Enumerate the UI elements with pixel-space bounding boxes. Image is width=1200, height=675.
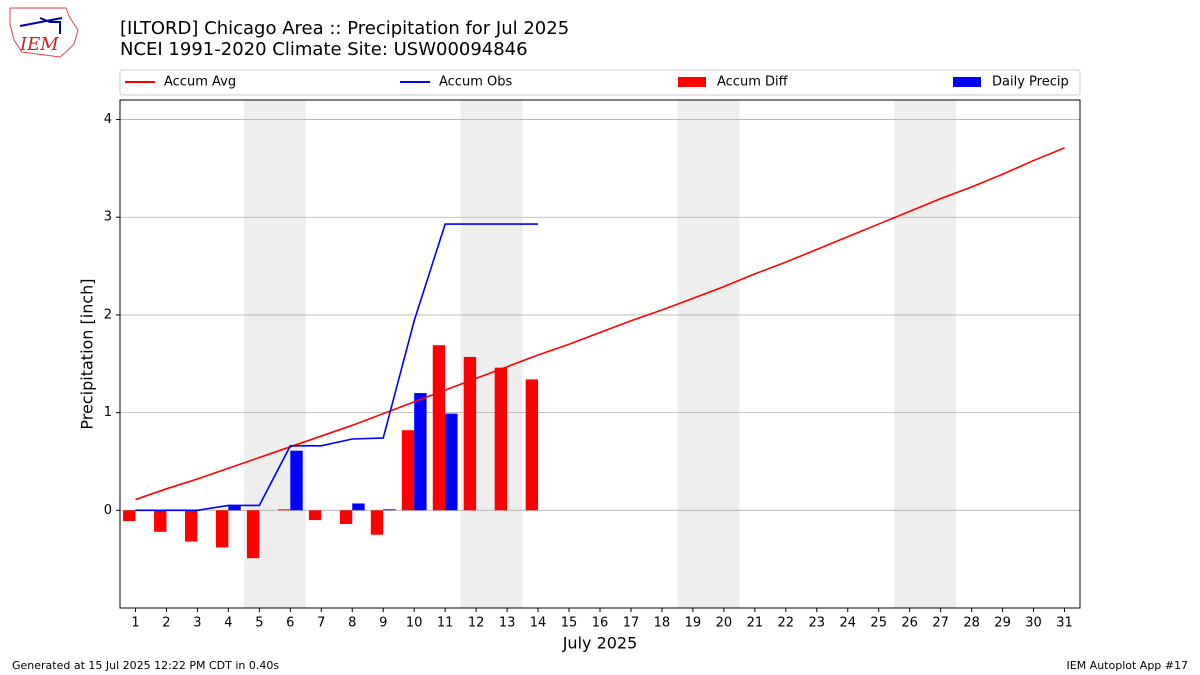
bar (185, 510, 198, 542)
bar (290, 450, 303, 511)
chart-subtitle: NCEI 1991-2020 Climate Site: USW00094846 (120, 39, 528, 60)
bar (154, 510, 167, 532)
x-tick-label: 21 (747, 616, 764, 631)
plot-frame (119, 99, 1081, 609)
legend-label: Accum Diff (717, 75, 789, 90)
bar (277, 509, 291, 511)
x-tick-label: 7 (317, 616, 325, 631)
x-tick-label: 29 (994, 616, 1011, 631)
x-tick-label: 5 (255, 616, 263, 631)
x-tick-label: 3 (193, 616, 201, 631)
x-tick-label: 11 (437, 616, 454, 631)
legend-label: Accum Obs (439, 75, 512, 90)
legend-swatch (953, 77, 981, 87)
x-tick-label: 31 (1056, 616, 1073, 631)
x-tick-label: 14 (530, 616, 547, 631)
x-tick-label: 28 (963, 616, 980, 631)
bar (216, 510, 229, 548)
x-tick-label: 16 (592, 616, 609, 631)
bar (401, 430, 415, 511)
x-tick-label: 23 (809, 616, 826, 631)
y-tick-label: 3 (104, 210, 112, 225)
bar (228, 505, 241, 511)
x-tick-label: 13 (499, 616, 516, 631)
x-tick-label: 18 (654, 616, 671, 631)
bar (383, 509, 396, 511)
chart-title: [ILTORD] Chicago Area :: Precipitation f… (120, 18, 569, 39)
x-tick-label: 10 (406, 616, 423, 631)
x-tick-label: 6 (286, 616, 294, 631)
weekend-shade (460, 100, 523, 608)
legend-swatch (678, 77, 706, 87)
x-tick-label: 17 (623, 616, 640, 631)
bar (432, 345, 446, 511)
bar (308, 510, 322, 521)
x-tick-label: 9 (379, 616, 387, 631)
bar (123, 510, 136, 522)
bar (414, 393, 427, 511)
bar (246, 510, 260, 559)
x-tick-label: 27 (932, 616, 949, 631)
x-axis-label: July 2025 (562, 634, 638, 653)
x-tick-label: 25 (870, 616, 887, 631)
weekend-shade (677, 100, 740, 608)
line (135, 223, 539, 512)
weekend-shade (894, 100, 957, 608)
bar (352, 503, 365, 511)
x-tick-label: 15 (561, 616, 578, 631)
legend-label: Daily Precip (992, 75, 1069, 90)
x-tick-label: 8 (348, 616, 356, 631)
bar (463, 356, 477, 511)
legend-label: Accum Avg (164, 75, 236, 90)
y-tick-label: 2 (104, 307, 112, 322)
footer-left: Generated at 15 Jul 2025 12:22 PM CDT in… (12, 659, 279, 672)
x-tick-label: 2 (162, 616, 170, 631)
y-tick-label: 0 (104, 503, 112, 518)
x-tick-label: 12 (468, 616, 485, 631)
y-tick-label: 4 (104, 112, 112, 127)
logo-text: IEM (19, 34, 59, 55)
x-tick-label: 20 (716, 616, 733, 631)
x-tick-label: 1 (131, 616, 139, 631)
bar (494, 367, 508, 511)
logo: IEM (9, 7, 79, 58)
legend-box (119, 69, 1081, 96)
x-tick-label: 30 (1025, 616, 1042, 631)
x-tick-label: 22 (778, 616, 795, 631)
bar (339, 510, 353, 524)
logo-icon (19, 17, 63, 34)
bar (370, 510, 384, 535)
x-tick-label: 19 (685, 616, 702, 631)
bar (445, 413, 458, 511)
x-tick-label: 24 (839, 616, 856, 631)
bar (525, 379, 539, 511)
logo-shape (9, 7, 79, 58)
x-tick-label: 4 (224, 616, 232, 631)
y-tick-label: 1 (104, 405, 112, 420)
footer-right: IEM Autoplot App #17 (1067, 659, 1189, 672)
y-axis-label: Precipitation [inch] (78, 278, 97, 429)
x-tick-label: 26 (901, 616, 918, 631)
